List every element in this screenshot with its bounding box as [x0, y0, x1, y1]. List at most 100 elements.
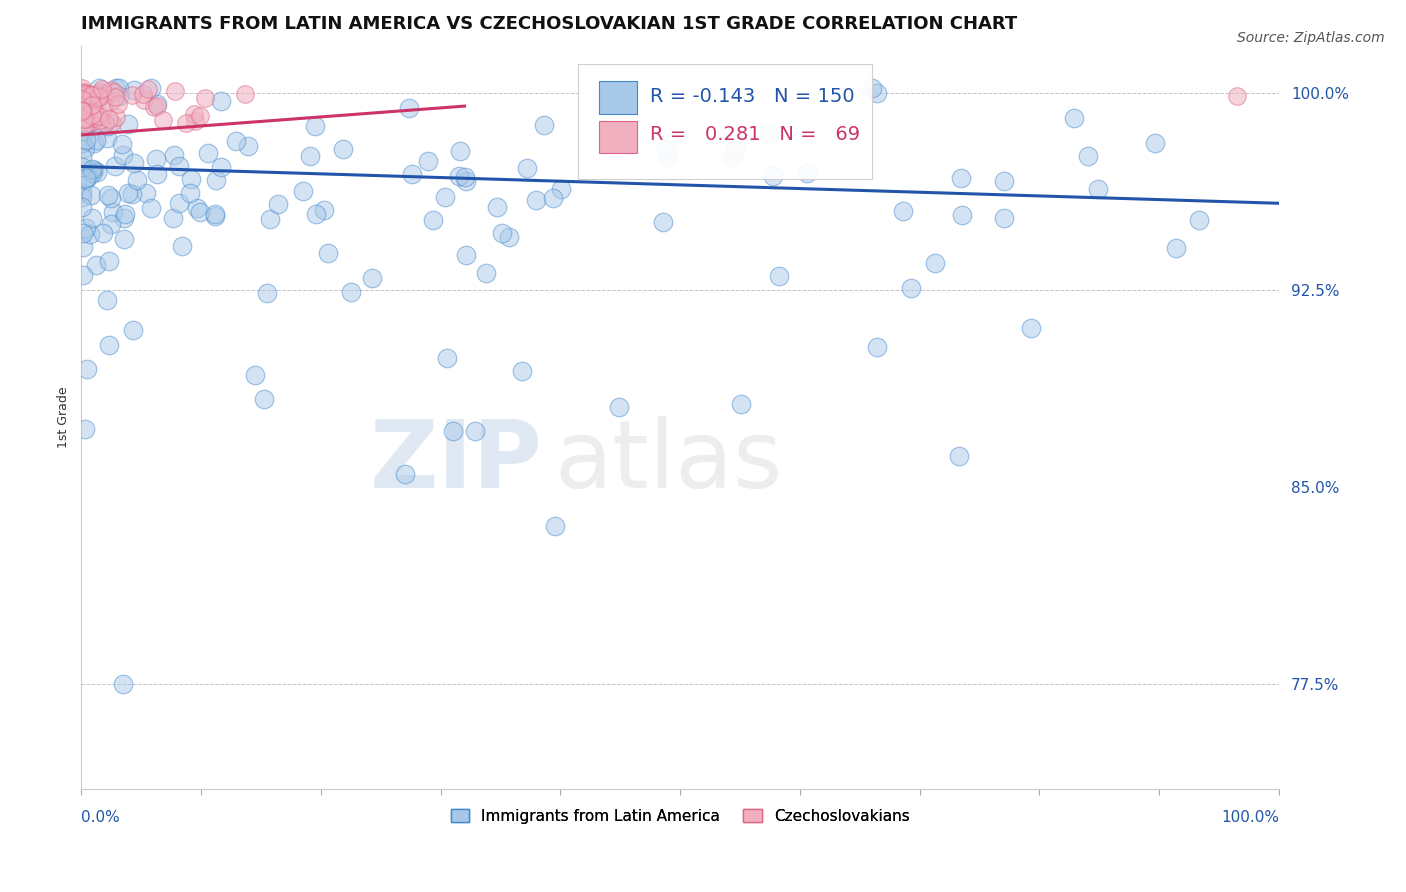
- Point: [75, 141, 97, 155]
- Point: [70, 104, 93, 119]
- Point: [79, 227, 101, 241]
- Text: R =   0.281   N =   69: R = 0.281 N = 69: [650, 126, 860, 145]
- Point: [454, 174, 477, 188]
- Point: [124, 156, 146, 170]
- Point: [108, 88, 131, 103]
- Point: [79, 164, 101, 178]
- Point: [163, 84, 186, 98]
- Point: [267, 197, 290, 211]
- Point: [1164, 241, 1187, 255]
- Point: [90, 82, 112, 96]
- Point: [83, 162, 105, 177]
- Point: [112, 232, 135, 246]
- Point: [170, 238, 193, 252]
- Point: [174, 116, 197, 130]
- Point: [316, 246, 339, 260]
- Point: [256, 285, 278, 300]
- Point: [82, 162, 104, 177]
- Point: [993, 174, 1015, 188]
- Point: [107, 81, 129, 95]
- Point: [82, 90, 104, 104]
- Point: [891, 204, 914, 219]
- Text: atlas: atlas: [554, 416, 783, 508]
- Point: [441, 425, 464, 439]
- Point: [87, 90, 110, 104]
- Point: [139, 201, 162, 215]
- Point: [104, 159, 127, 173]
- Point: [416, 154, 439, 169]
- Point: [398, 102, 420, 116]
- Point: [167, 159, 190, 173]
- Point: [866, 340, 889, 354]
- Point: [89, 113, 111, 128]
- Point: [544, 519, 567, 533]
- Point: [101, 116, 124, 130]
- Point: [243, 368, 266, 382]
- Point: [304, 119, 326, 133]
- Point: [70, 106, 93, 120]
- Point: [111, 677, 134, 691]
- Point: [87, 109, 110, 123]
- Point: [79, 103, 101, 117]
- Point: [80, 108, 103, 122]
- Point: [299, 149, 322, 163]
- Point: [111, 137, 134, 152]
- Point: [72, 268, 94, 283]
- Point: [70, 92, 93, 106]
- Point: [132, 87, 155, 101]
- Point: [434, 190, 457, 204]
- Point: [73, 117, 96, 131]
- Point: [135, 186, 157, 200]
- Point: [146, 97, 169, 112]
- Point: [188, 109, 211, 123]
- Point: [75, 170, 97, 185]
- Point: [204, 173, 226, 187]
- Point: [152, 113, 174, 128]
- Point: [83, 103, 105, 118]
- Point: [87, 89, 110, 103]
- Point: [70, 97, 93, 112]
- Point: [70, 109, 93, 123]
- Point: [83, 88, 105, 103]
- Text: 100.0%: 100.0%: [1220, 810, 1279, 825]
- Point: [146, 167, 169, 181]
- Point: [607, 400, 630, 414]
- Point: [762, 169, 785, 183]
- Point: [96, 293, 118, 308]
- Point: [80, 166, 103, 180]
- Point: [122, 322, 145, 336]
- Point: [70, 99, 93, 113]
- Point: [105, 80, 128, 95]
- Point: [83, 136, 105, 150]
- Point: [134, 93, 156, 107]
- Point: [169, 195, 191, 210]
- Point: [125, 173, 148, 187]
- Point: [510, 364, 533, 378]
- Point: [498, 230, 520, 244]
- Point: [162, 211, 184, 226]
- Point: [84, 258, 107, 272]
- Legend: Immigrants from Latin America, Czechoslovakians: Immigrants from Latin America, Czechoslo…: [444, 803, 915, 830]
- Point: [70, 110, 93, 124]
- Bar: [599, 81, 637, 114]
- Point: [1019, 320, 1042, 334]
- Point: [97, 119, 120, 133]
- Point: [84, 133, 107, 147]
- Point: [72, 185, 94, 199]
- Point: [121, 187, 143, 202]
- Point: [75, 221, 97, 235]
- Point: [72, 112, 94, 126]
- Point: [253, 392, 276, 406]
- Point: [75, 112, 97, 126]
- Point: [541, 191, 564, 205]
- Point: [474, 266, 496, 280]
- Point: [758, 127, 780, 141]
- Point: [464, 424, 486, 438]
- Point: [77, 170, 100, 185]
- Point: [82, 87, 104, 102]
- Point: [82, 97, 104, 112]
- Point: [235, 87, 257, 101]
- Point: [340, 285, 363, 299]
- Point: [1063, 111, 1085, 125]
- Point: [72, 136, 94, 150]
